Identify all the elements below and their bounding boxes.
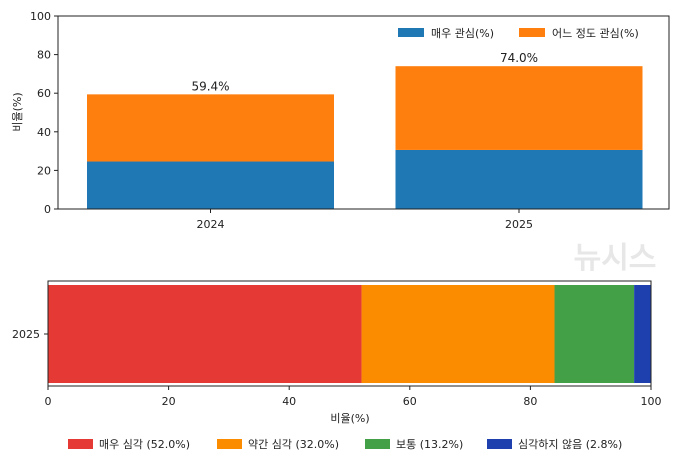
- bar-2025-series-1: [395, 66, 643, 150]
- y-tick-label: 40: [37, 126, 51, 139]
- total-label: 59.4%: [191, 79, 229, 93]
- x-tick-label: 20: [162, 395, 176, 408]
- y-tick-label: 2025: [12, 328, 40, 341]
- bar-2024-series-1: [87, 94, 334, 162]
- x-axis-label: 비율(%): [330, 412, 369, 425]
- x-tick-label: 2025: [505, 218, 533, 231]
- y-tick-label: 20: [37, 164, 51, 177]
- y-tick-label: 0: [44, 203, 51, 216]
- legend-label: 매우 관심(%): [431, 27, 494, 40]
- legend-swatch: [217, 439, 242, 449]
- legend-swatch: [365, 439, 390, 449]
- legend-swatch: [68, 439, 93, 449]
- legend-label: 심각하지 않음 (2.8%): [518, 437, 622, 451]
- legend-swatch: [519, 28, 545, 37]
- bar-2025-series-0: [395, 149, 643, 209]
- y-tick-label: 60: [37, 87, 51, 100]
- watermark-logo: 뉴시스: [574, 241, 657, 276]
- legend-swatch: [487, 439, 512, 449]
- hbar-series-2: [554, 285, 635, 383]
- legend-label: 어느 정도 관심(%): [552, 27, 639, 40]
- total-label: 74.0%: [500, 51, 538, 65]
- legend-swatch: [398, 28, 424, 37]
- y-tick-label: 80: [37, 49, 51, 62]
- hbar-series-3: [634, 285, 651, 383]
- y-tick-label: 100: [30, 10, 51, 23]
- legend-label: 약간 심각 (32.0%): [248, 437, 339, 451]
- hbar-series-0: [48, 285, 362, 383]
- y-axis-label: 비율(%): [11, 92, 24, 131]
- x-tick-label: 40: [282, 395, 296, 408]
- x-tick-label: 2024: [197, 218, 225, 231]
- x-tick-label: 0: [45, 395, 52, 408]
- hbar-series-1: [361, 285, 555, 383]
- bar-2024-series-0: [87, 161, 334, 209]
- legend-label: 보통 (13.2%): [396, 438, 463, 451]
- x-tick-label: 100: [641, 395, 662, 408]
- x-tick-label: 80: [523, 395, 537, 408]
- x-tick-label: 60: [403, 395, 417, 408]
- legend-label: 매우 심각 (52.0%): [99, 438, 190, 451]
- plot-frame: [57, 15, 670, 210]
